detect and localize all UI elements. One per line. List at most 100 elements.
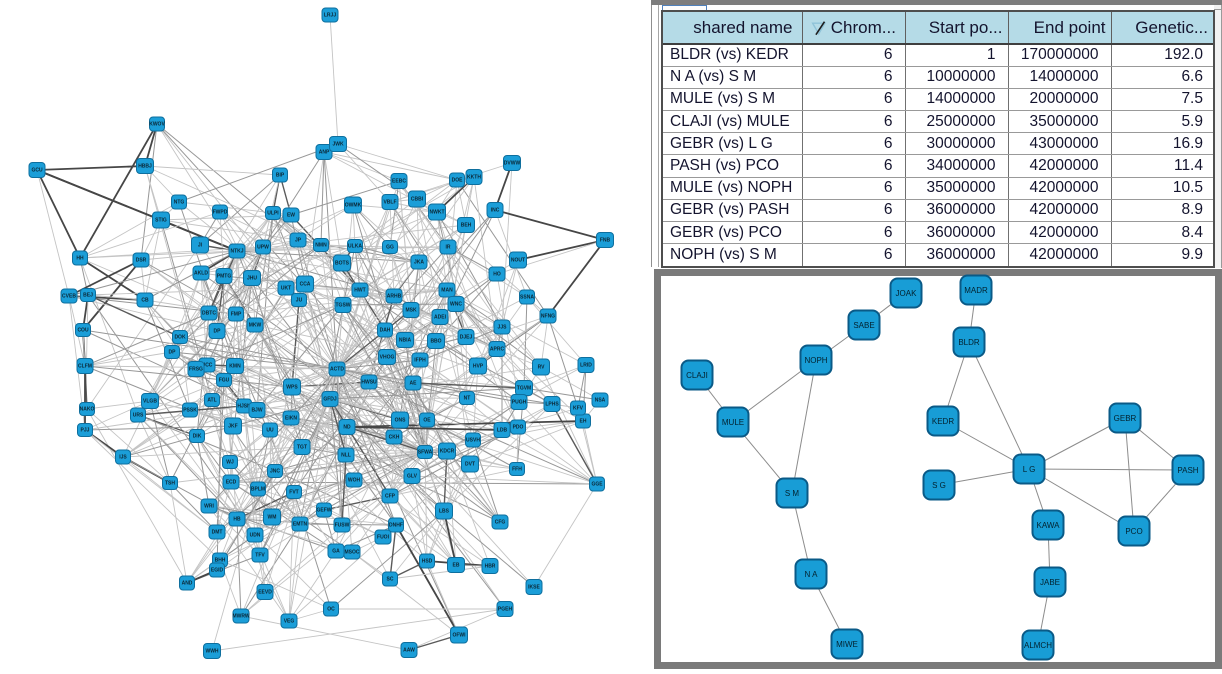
svg-text:CBBI: CBBI <box>411 197 424 203</box>
svg-text:EEBC: EEBC <box>392 179 406 185</box>
svg-text:INC: INC <box>491 208 500 214</box>
svg-text:FGU: FGU <box>219 378 230 384</box>
svg-text:AAW: AAW <box>403 648 415 654</box>
svg-text:EB: EB <box>453 563 460 569</box>
svg-text:WPS: WPS <box>286 385 298 391</box>
svg-text:WOH: WOH <box>348 478 361 484</box>
svg-text:DNHF: DNHF <box>389 523 403 529</box>
svg-text:CFP: CFP <box>385 494 396 500</box>
svg-text:GEFW: GEFW <box>317 508 332 514</box>
svg-text:HB: HB <box>233 517 241 523</box>
svg-text:PUGH: PUGH <box>512 400 527 406</box>
svg-text:UCC: UCC <box>202 363 213 369</box>
svg-text:ECD: ECD <box>226 480 237 486</box>
svg-text:STIG: STIG <box>155 218 167 224</box>
svg-text:JU: JU <box>296 298 303 304</box>
svg-text:BEH: BEH <box>461 223 472 229</box>
svg-text:EW: EW <box>287 213 295 219</box>
svg-text:JP: JP <box>295 238 302 244</box>
svg-text:CFG: CFG <box>495 520 506 526</box>
svg-text:KDCR: KDCR <box>440 449 455 455</box>
svg-text:IJS: IJS <box>119 455 127 461</box>
svg-text:PASH: PASH <box>1177 466 1198 475</box>
svg-text:PCO: PCO <box>1125 527 1142 536</box>
svg-text:VHOG: VHOG <box>380 355 395 361</box>
svg-text:HJSN: HJSN <box>237 404 251 410</box>
svg-text:ANP: ANP <box>319 150 330 156</box>
svg-text:PMTG: PMTG <box>217 274 232 280</box>
svg-text:ARHB: ARHB <box>387 294 402 300</box>
svg-text:FNB: FNB <box>600 238 611 244</box>
svg-text:CCA: CCA <box>300 282 311 288</box>
svg-text:S G: S G <box>932 481 946 490</box>
svg-text:WM: WM <box>268 515 277 521</box>
svg-text:NTKJ: NTKJ <box>230 249 243 255</box>
svg-text:APRC: APRC <box>490 347 505 353</box>
svg-text:EMTN: EMTN <box>293 522 308 528</box>
svg-text:BPLM: BPLM <box>251 487 265 493</box>
svg-text:RV: RV <box>538 365 546 371</box>
svg-text:GEBR: GEBR <box>1114 414 1137 423</box>
svg-text:KKTH: KKTH <box>467 175 481 181</box>
svg-text:PJJ: PJJ <box>81 428 90 434</box>
svg-text:HBBJ: HBBJ <box>138 164 152 170</box>
svg-text:DSR: DSR <box>136 258 147 264</box>
svg-text:GFDJ: GFDJ <box>323 397 337 403</box>
svg-text:TSH: TSH <box>165 481 175 487</box>
svg-text:PDO: PDO <box>513 425 524 431</box>
svg-text:S M: S M <box>785 489 800 498</box>
svg-text:CLAJI: CLAJI <box>686 371 708 380</box>
svg-text:N A: N A <box>805 570 819 579</box>
svg-text:ACTD: ACTD <box>330 367 344 373</box>
svg-text:NBIA: NBIA <box>399 338 412 344</box>
svg-text:AND: AND <box>182 581 193 587</box>
svg-text:DP: DP <box>214 329 222 335</box>
svg-text:HWT: HWT <box>354 288 365 294</box>
svg-text:JNC: JNC <box>270 469 280 475</box>
svg-text:DAH: DAH <box>380 328 391 334</box>
svg-text:HO: HO <box>493 272 501 278</box>
svg-text:JKF: JKF <box>228 424 237 430</box>
svg-text:ND: ND <box>343 425 351 431</box>
svg-text:MKW: MKW <box>249 323 262 329</box>
svg-text:ADEI: ADEI <box>434 315 447 321</box>
svg-text:UU: UU <box>266 428 274 434</box>
svg-text:ULPI: ULPI <box>267 211 279 217</box>
svg-text:LRID: LRID <box>580 363 592 369</box>
svg-text:FMP: FMP <box>231 312 242 318</box>
svg-text:NOPH: NOPH <box>804 356 827 365</box>
svg-text:GCU: GCU <box>31 168 43 174</box>
svg-text:HWSU: HWSU <box>361 380 377 386</box>
svg-text:UKT: UKT <box>281 286 291 292</box>
svg-text:LRJJ: LRJJ <box>324 13 336 19</box>
svg-text:DOK: DOK <box>174 335 186 341</box>
svg-text:KEDR: KEDR <box>932 417 954 426</box>
svg-text:BIP: BIP <box>276 173 285 179</box>
svg-text:GG: GG <box>386 245 394 251</box>
svg-text:DP: DP <box>169 350 177 356</box>
svg-text:JJS: JJS <box>498 325 508 331</box>
svg-text:AKLD: AKLD <box>194 271 208 277</box>
svg-text:IR: IR <box>446 245 451 251</box>
svg-text:BJW: BJW <box>251 408 262 414</box>
svg-text:AE: AE <box>410 381 418 387</box>
svg-text:WWH: WWH <box>205 649 218 655</box>
svg-text:JKA: JKA <box>414 260 424 266</box>
svg-text:GGE: GGE <box>591 482 603 488</box>
svg-text:JABE: JABE <box>1040 578 1060 587</box>
svg-text:WNC: WNC <box>450 302 462 308</box>
svg-text:SSNA: SSNA <box>520 295 534 301</box>
svg-text:DVWW: DVWW <box>504 161 521 167</box>
svg-text:CVEB: CVEB <box>62 294 76 300</box>
svg-text:FUSW: FUSW <box>335 523 350 529</box>
svg-text:COU: COU <box>77 328 89 334</box>
svg-text:WJ: WJ <box>226 460 234 466</box>
svg-text:OWMK: OWMK <box>345 203 362 209</box>
svg-text:HH: HH <box>76 256 84 262</box>
svg-text:UDN: UDN <box>250 533 261 539</box>
svg-text:BLDR: BLDR <box>958 338 980 347</box>
svg-text:WRI: WRI <box>204 504 214 510</box>
svg-text:JOAK: JOAK <box>896 289 918 298</box>
svg-text:USVH: USVH <box>466 438 480 444</box>
svg-text:FVT: FVT <box>289 490 298 496</box>
